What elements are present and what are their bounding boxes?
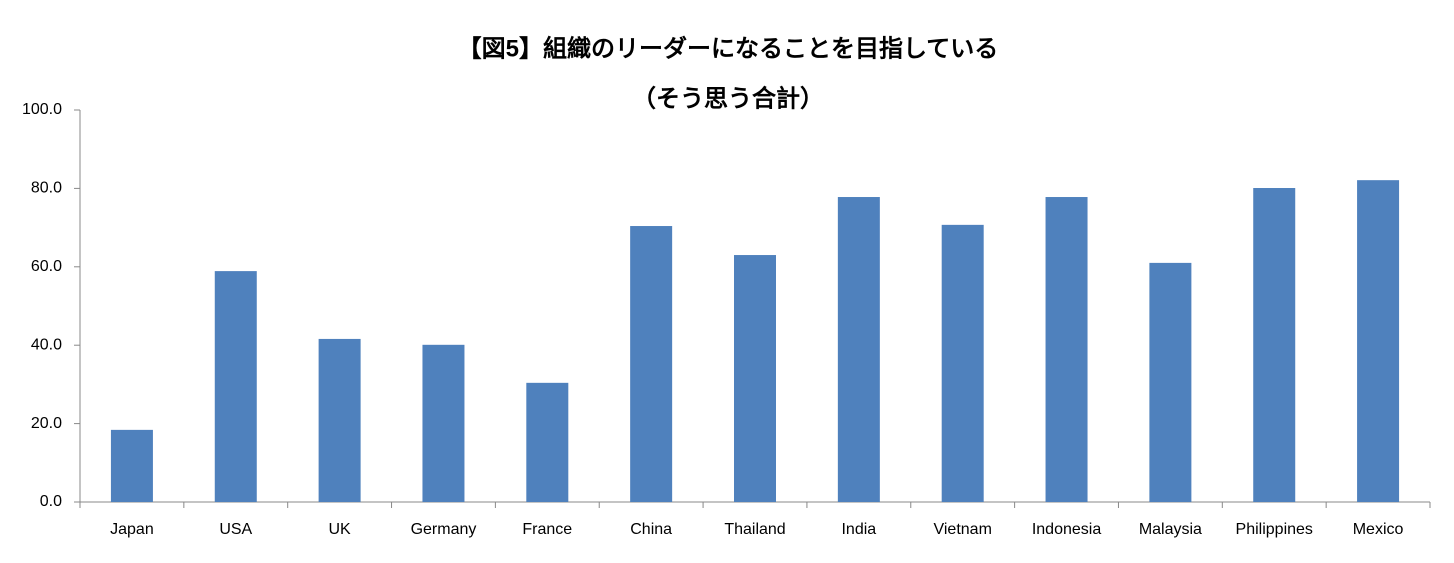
x-tick-label: Indonesia (1032, 521, 1101, 538)
bar (214, 271, 257, 502)
bar (734, 255, 776, 502)
x-tick-label: Philippines (1236, 521, 1313, 538)
x-tick-label: Malaysia (1139, 521, 1202, 538)
chart-title: 【図5】組織のリーダーになることを目指している (458, 34, 999, 62)
bar (941, 224, 984, 502)
x-tick-label: UK (328, 521, 351, 538)
bar (1045, 197, 1088, 503)
y-tick-label: 60.0 (31, 258, 62, 275)
bar (110, 429, 153, 502)
bar (1357, 180, 1400, 502)
bar (837, 197, 880, 503)
bar (526, 382, 569, 502)
bar (422, 344, 465, 502)
x-tick-label: Germany (411, 521, 477, 538)
y-tick-label: 100.0 (22, 101, 62, 118)
bar (630, 226, 673, 503)
y-tick-label: 0.0 (40, 493, 62, 510)
bar (1253, 188, 1296, 502)
y-tick-label: 40.0 (31, 336, 62, 353)
x-tick-label: Mexico (1353, 521, 1404, 538)
x-tick-label: Thailand (724, 521, 785, 538)
x-tick-label: USA (219, 521, 252, 538)
y-tick-label: 20.0 (31, 415, 62, 432)
x-tick-label: India (841, 521, 876, 538)
x-tick-label: France (522, 521, 572, 538)
bar (318, 338, 361, 502)
x-tick-label: China (630, 521, 672, 538)
bar (1149, 262, 1192, 502)
chart-subtitle: （そう思う合計） (632, 84, 824, 112)
x-tick-label: Japan (110, 521, 154, 538)
x-tick-label: Vietnam (933, 521, 991, 538)
y-tick-label: 80.0 (31, 180, 62, 197)
